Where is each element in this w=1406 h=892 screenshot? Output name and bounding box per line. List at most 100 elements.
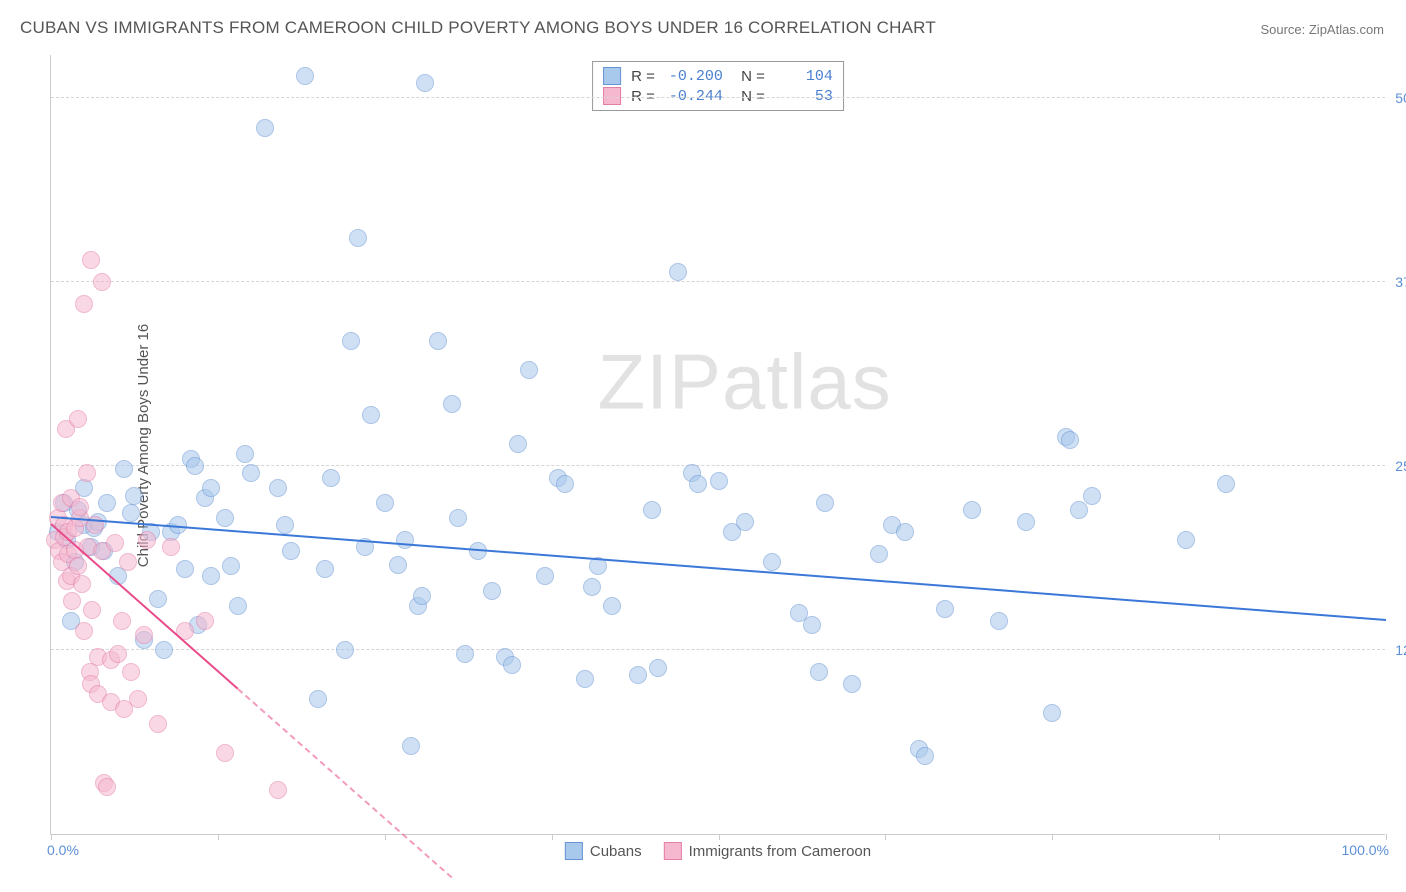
x-max-label: 100.0% [1342, 842, 1389, 858]
stat-r-label: R = [631, 88, 655, 105]
x-tick [552, 834, 553, 840]
scatter-point-cameroon [75, 622, 93, 640]
stat-r-value: -0.200 [665, 68, 723, 85]
scatter-point-cubans [336, 641, 354, 659]
legend-swatch [603, 67, 621, 85]
stat-n-value: 104 [775, 68, 833, 85]
scatter-point-cubans [376, 494, 394, 512]
scatter-point-cubans [413, 587, 431, 605]
scatter-point-cameroon [71, 498, 89, 516]
scatter-point-cubans [603, 597, 621, 615]
scatter-point-cubans [1043, 704, 1061, 722]
scatter-point-cubans [222, 557, 240, 575]
scatter-point-cubans [503, 656, 521, 674]
legend-item: Cubans [565, 842, 642, 860]
scatter-point-cubans [236, 445, 254, 463]
y-tick-label: 50.0% [1385, 90, 1406, 106]
scatter-point-cubans [256, 119, 274, 137]
scatter-point-cameroon [196, 612, 214, 630]
scatter-point-cubans [649, 659, 667, 677]
x-tick [885, 834, 886, 840]
chart-title: CUBAN VS IMMIGRANTS FROM CAMEROON CHILD … [20, 18, 936, 38]
scatter-point-cubans [269, 479, 287, 497]
scatter-point-cubans [520, 361, 538, 379]
scatter-point-cameroon [69, 557, 87, 575]
scatter-point-cubans [456, 645, 474, 663]
scatter-point-cubans [870, 545, 888, 563]
scatter-point-cameroon [162, 538, 180, 556]
scatter-point-cameroon [78, 464, 96, 482]
scatter-point-cubans [896, 523, 914, 541]
scatter-point-cubans [816, 494, 834, 512]
x-tick [1052, 834, 1053, 840]
stat-n-value: 53 [775, 88, 833, 105]
scatter-point-cubans [98, 494, 116, 512]
scatter-point-cubans [629, 666, 647, 684]
scatter-point-cubans [416, 74, 434, 92]
scatter-point-cameroon [119, 553, 137, 571]
y-tick-label: 12.5% [1385, 642, 1406, 658]
stats-legend: R =-0.200 N =104R =-0.244 N =53 [592, 61, 844, 111]
stats-legend-row: R = -0.200 N = 104 [603, 66, 833, 86]
scatter-point-cubans [402, 737, 420, 755]
scatter-point-cubans [803, 616, 821, 634]
x-tick [1219, 834, 1220, 840]
scatter-point-cubans [115, 460, 133, 478]
scatter-point-cubans [1061, 431, 1079, 449]
scatter-point-cubans [936, 600, 954, 618]
scatter-point-cubans [1070, 501, 1088, 519]
scatter-point-cubans [483, 582, 501, 600]
scatter-point-cubans [1217, 475, 1235, 493]
scatter-point-cubans [229, 597, 247, 615]
x-min-label: 0.0% [47, 842, 79, 858]
scatter-point-cubans [349, 229, 367, 247]
scatter-point-cubans [536, 567, 554, 585]
watermark: ZIPatlas [598, 337, 892, 428]
scatter-point-cubans [810, 663, 828, 681]
x-tick [385, 834, 386, 840]
scatter-point-cubans [429, 332, 447, 350]
plot-area: ZIPatlas R =-0.200 N =104R =-0.244 N =53… [50, 55, 1385, 835]
legend-label: Cubans [590, 843, 642, 860]
x-tick [1386, 834, 1387, 840]
scatter-point-cubans [186, 457, 204, 475]
scatter-point-cameroon [149, 715, 167, 733]
scatter-point-cubans [583, 578, 601, 596]
scatter-point-cubans [990, 612, 1008, 630]
scatter-point-cubans [282, 542, 300, 560]
scatter-point-cubans [176, 560, 194, 578]
scatter-point-cubans [576, 670, 594, 688]
x-tick [51, 834, 52, 840]
scatter-point-cubans [443, 395, 461, 413]
scatter-point-cubans [149, 590, 167, 608]
scatter-point-cameroon [122, 663, 140, 681]
scatter-point-cubans [916, 747, 934, 765]
scatter-point-cameroon [93, 273, 111, 291]
scatter-point-cubans [669, 263, 687, 281]
scatter-point-cubans [322, 469, 340, 487]
scatter-point-cubans [125, 487, 143, 505]
x-tick [719, 834, 720, 840]
stat-n-label: N = [733, 88, 765, 105]
scatter-point-cameroon [129, 690, 147, 708]
scatter-point-cubans [296, 67, 314, 85]
grid-line [51, 97, 1385, 98]
scatter-point-cameroon [106, 534, 124, 552]
source-attribution: Source: ZipAtlas.com [1260, 22, 1384, 37]
stat-n-label: N = [733, 68, 765, 85]
scatter-point-cameroon [63, 592, 81, 610]
scatter-point-cameroon [138, 531, 156, 549]
scatter-point-cubans [643, 501, 661, 519]
scatter-point-cubans [155, 641, 173, 659]
scatter-point-cubans [556, 475, 574, 493]
y-tick-label: 37.5% [1385, 274, 1406, 290]
scatter-point-cubans [122, 504, 140, 522]
scatter-point-cubans [763, 553, 781, 571]
scatter-point-cubans [202, 479, 220, 497]
scatter-point-cameroon [135, 626, 153, 644]
legend-swatch [664, 842, 682, 860]
stat-r-label: R = [631, 68, 655, 85]
scatter-point-cubans [843, 675, 861, 693]
grid-line [51, 649, 1385, 650]
scatter-point-cubans [736, 513, 754, 531]
